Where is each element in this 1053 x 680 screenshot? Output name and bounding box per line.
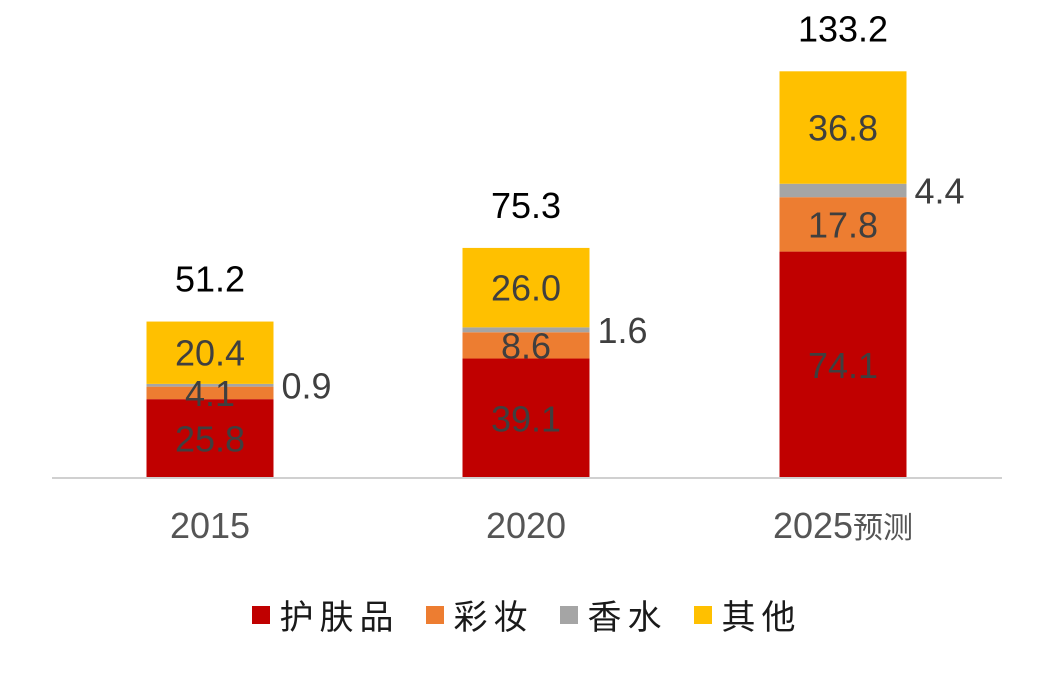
bar-segment bbox=[462, 358, 590, 478]
legend-item: 香水 bbox=[559, 590, 668, 639]
bar-segment bbox=[146, 383, 274, 387]
x-tick-label: 2020 bbox=[486, 505, 566, 546]
legend-item: 彩妆 bbox=[425, 590, 534, 639]
legend-item: 其他 bbox=[693, 590, 802, 639]
data-label: 26.0 bbox=[491, 268, 561, 309]
data-label: 4.1 bbox=[185, 373, 235, 414]
data-label: 0.9 bbox=[282, 365, 332, 406]
bar-segment bbox=[146, 399, 274, 478]
legend-swatch bbox=[425, 605, 444, 624]
bars-layer bbox=[146, 71, 907, 478]
bar-segment bbox=[146, 386, 274, 400]
data-label: 74.1 bbox=[808, 345, 878, 386]
bar-segment bbox=[462, 332, 590, 359]
legend-swatch bbox=[693, 605, 712, 624]
data-label: 39.1 bbox=[491, 398, 561, 439]
legend-label: 护肤品 bbox=[279, 598, 400, 638]
data-label: 8.6 bbox=[501, 325, 551, 366]
data-label: 17.8 bbox=[808, 204, 878, 245]
x-tick-labels: 2015 2020 2025预测 bbox=[170, 505, 913, 546]
bar-segment bbox=[779, 197, 907, 252]
bar-segment bbox=[146, 321, 274, 384]
labels-layer: 25.8 4.1 0.9 20.4 51.2 39.1 8.6 1.6 26.0 75.3 74.1… bbox=[175, 8, 965, 459]
x-tick-label: 2025预测 bbox=[773, 505, 913, 546]
legend-item: 护肤品 bbox=[251, 590, 400, 639]
data-label: 25.8 bbox=[175, 419, 245, 460]
bar-segment bbox=[462, 327, 590, 333]
x-tick-label: 2015 bbox=[170, 505, 250, 546]
legend-label: 彩妆 bbox=[453, 598, 534, 638]
legend: 护肤品 彩妆 香水 其他 bbox=[0, 590, 1053, 639]
legend-label: 香水 bbox=[587, 598, 668, 638]
total-label: 51.2 bbox=[175, 259, 245, 300]
data-label: 1.6 bbox=[598, 310, 648, 351]
data-label: 20.4 bbox=[175, 333, 245, 374]
bar-segment bbox=[462, 247, 590, 328]
data-label: 36.8 bbox=[808, 108, 878, 149]
bar-segment bbox=[779, 71, 907, 184]
total-label: 133.2 bbox=[798, 8, 888, 49]
total-label: 75.3 bbox=[491, 185, 561, 226]
bar-segment bbox=[779, 251, 907, 478]
data-label: 4.4 bbox=[915, 170, 965, 211]
legend-swatch bbox=[559, 605, 578, 624]
legend-swatch bbox=[251, 605, 270, 624]
stacked-bar-chart: 25.8 4.1 0.9 20.4 51.2 39.1 8.6 1.6 26.0 75.3 74.1… bbox=[52, 8, 1002, 546]
legend-label: 其他 bbox=[721, 598, 802, 638]
bar-segment bbox=[779, 183, 907, 198]
